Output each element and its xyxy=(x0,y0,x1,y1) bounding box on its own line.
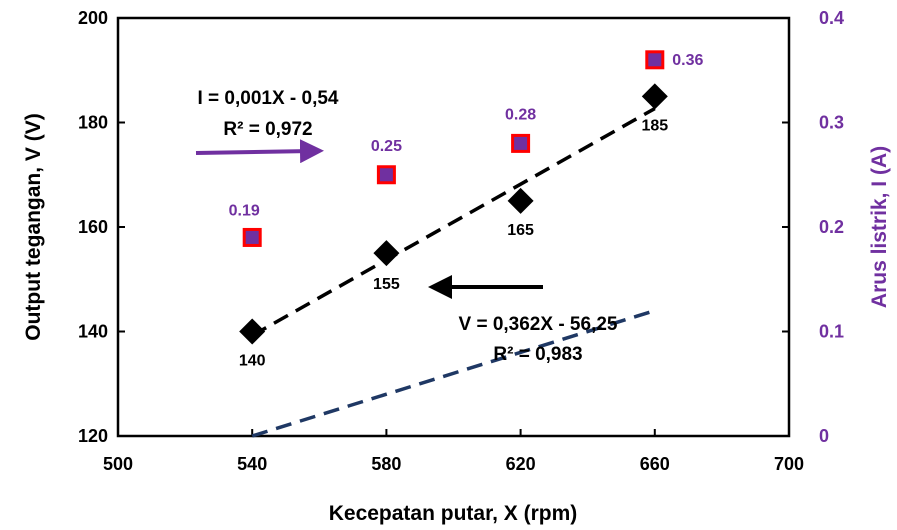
y2-axis-label: Arus listrik, I (A) xyxy=(868,146,891,308)
voltage-point xyxy=(641,83,668,110)
voltage-data-label: 140 xyxy=(239,353,266,370)
x-axis-ticks: 500 540 580 620 660 700 xyxy=(103,429,804,474)
y2-tick-label: 0.3 xyxy=(819,113,844,133)
y-tick-label: 140 xyxy=(78,322,108,342)
x-tick-label: 580 xyxy=(371,454,401,474)
current-r2-label: R² = 0,972 xyxy=(223,119,312,140)
current-data-label: 0.28 xyxy=(505,106,536,123)
x-tick-label: 660 xyxy=(640,454,670,474)
voltage-equation-label: V = 0,362X - 56,25 xyxy=(459,314,618,335)
voltage-point xyxy=(239,318,266,345)
current-point xyxy=(242,227,262,247)
y2-tick-label: 0.1 xyxy=(819,322,844,342)
x-tick-label: 620 xyxy=(506,454,536,474)
current-data-label: 0.36 xyxy=(672,52,703,69)
voltage-data-label: 185 xyxy=(641,117,668,134)
current-data-label: 0.25 xyxy=(371,138,402,155)
current-data-label: 0.19 xyxy=(229,202,260,219)
voltage-point xyxy=(373,240,400,267)
y-axis-label: Output tegangan, V (V) xyxy=(22,113,45,340)
voltage-point xyxy=(507,187,534,214)
current-point xyxy=(645,50,665,70)
x-axis-label: Kecepatan putar, X (rpm) xyxy=(329,502,578,525)
current-point xyxy=(376,165,396,185)
y-tick-label: 180 xyxy=(78,113,108,133)
voltage-data-label: 155 xyxy=(373,276,400,293)
y2-tick-label: 0.2 xyxy=(819,217,844,237)
current-point xyxy=(511,133,531,153)
y2-tick-label: 0.4 xyxy=(819,8,844,28)
current-arrow xyxy=(195,139,324,164)
y2-axis-ticks: 0 0.1 0.2 0.3 0.4 xyxy=(782,8,844,446)
y-tick-label: 160 xyxy=(78,217,108,237)
trendlines xyxy=(251,107,656,438)
voltage-data-label: 165 xyxy=(507,222,534,239)
plot-area xyxy=(116,16,791,438)
current-equation-label: I = 0,001X - 0,54 xyxy=(197,88,338,109)
x-tick-label: 540 xyxy=(237,454,267,474)
y-tick-label: 200 xyxy=(78,8,108,28)
data-marks: 140 155 165 185 0.19 0.25 0.28 0.36 xyxy=(229,50,703,370)
y2-tick-label: 0 xyxy=(819,426,829,446)
current-trendline xyxy=(251,308,656,438)
y-axis-ticks: 120 140 160 180 200 xyxy=(78,8,125,446)
x-tick-label: 700 xyxy=(774,454,804,474)
voltage-trendline xyxy=(251,107,656,338)
y-tick-label: 120 xyxy=(78,426,108,446)
x-tick-label: 500 xyxy=(103,454,133,474)
voltage-r2-label: R² = 0,983 xyxy=(493,344,582,365)
